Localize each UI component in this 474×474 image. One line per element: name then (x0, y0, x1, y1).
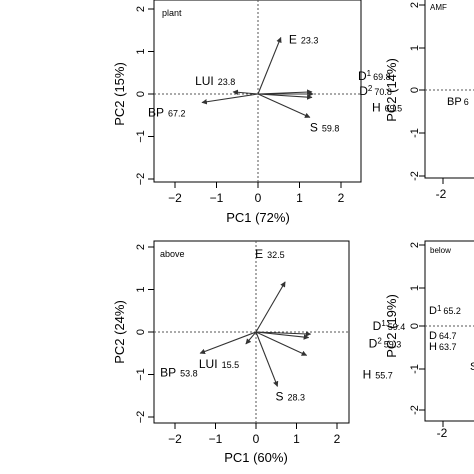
vectors: E 32.5 D1 59.4 D2 59.3 H 55.7 S 28.3 LUI 15.5BP 53.8 (154, 241, 405, 423)
y-axis-label: PC2 (24%) (112, 300, 127, 364)
vector-label: BP 67.2 (148, 106, 186, 120)
y-tick-label: −1 (135, 368, 147, 381)
y-tick-label: 0 (135, 91, 147, 97)
y-tick-label: 1 (135, 286, 147, 292)
vectors: E 23.3 D1 69.8D2 70.8 H 69.5 S 59.8 LUI 23.8 BP 67.2 (148, 0, 402, 182)
vector-label: D2 70.8 (359, 84, 392, 98)
y-tick-label: 1 (135, 48, 147, 54)
y-tick-label: 0 (409, 323, 421, 329)
y-axis-label: PC2 (19%) (384, 294, 399, 358)
x-tick-label: −1 (209, 432, 223, 446)
vector-arrow (255, 331, 312, 337)
vector-label: D2 59.3 (369, 337, 402, 351)
panel-label: above (160, 249, 185, 259)
vector-arrow (201, 93, 259, 105)
vector-label: H 55.7 (363, 367, 393, 381)
x-tick-label: −2 (168, 191, 182, 205)
vector-label: H 69.5 (372, 100, 402, 114)
plot-frame (424, 240, 474, 422)
y-tick-label: 2 (409, 242, 421, 248)
vector-label: H 63.7 (429, 341, 456, 353)
x-axis: −2 −1 0 1 2 (168, 182, 345, 205)
y-axis-label: PC2 (15%) (112, 62, 127, 126)
x-axis: −2 −1 0 1 2 (168, 423, 341, 446)
plot-frame (153, 0, 362, 183)
vector-arrow (255, 331, 308, 356)
panel-amf: AMF 2 1 0 -1 -2 -2 BP 6 PC2 (14%) (384, 0, 474, 201)
x-tick-label: 0 (253, 432, 260, 446)
vector-arrow (245, 331, 257, 345)
vector-label: D1 65.2 (429, 304, 461, 317)
y-axis: −2 −1 0 1 2 (135, 244, 154, 423)
vector-label: E 32.5 (255, 247, 285, 261)
plot-frame (424, 0, 474, 179)
y-tick-label: -1 (409, 128, 421, 138)
vector-label: BP 6 (447, 96, 469, 108)
vector-arrow (255, 331, 310, 340)
vector-arrow (199, 331, 257, 355)
y-tick-label: 2 (409, 2, 421, 8)
panel-label: plant (162, 8, 182, 18)
x-tick-label: -2 (437, 426, 448, 440)
vector-label: S (470, 361, 474, 373)
panel-below: below 2 1 0 -1 -2 -2 D1 65.2 D 64.7 H 63.7 … (384, 240, 474, 440)
y-tick-label: 0 (135, 329, 147, 335)
x-axis: -2 (436, 178, 447, 201)
y-tick-label: 0 (409, 87, 421, 93)
panel-above: above −2 −1 0 1 2 −2 −1 0 1 2 PC1 (60%) PC2 (24%… (112, 240, 405, 465)
x-tick-label: 2 (338, 191, 345, 205)
x-axis-label: PC1 (72%) (226, 210, 290, 225)
y-tick-label: 1 (409, 45, 421, 51)
panel-label: AMF (430, 3, 447, 12)
vector-label: D1 69.8 (358, 69, 391, 83)
y-tick-label: -1 (409, 364, 421, 374)
x-tick-label: −1 (210, 191, 224, 205)
vector-label: S 28.3 (275, 389, 305, 403)
x-tick-label: −2 (168, 432, 182, 446)
y-axis: 2 1 0 -1 -2 (409, 242, 425, 415)
vector-label: LUI 15.5 (199, 357, 239, 371)
y-tick-label: −1 (135, 130, 147, 143)
vector-label: BP 53.8 (160, 365, 198, 379)
y-tick-label: 2 (135, 6, 147, 12)
y-tick-label: -2 (409, 405, 421, 415)
x-tick-label: 0 (255, 191, 262, 205)
vector-arrow (257, 36, 282, 95)
x-tick-label: 1 (293, 432, 300, 446)
y-tick-label: 2 (135, 244, 147, 250)
panel-label: below (430, 246, 451, 255)
x-axis-label: PC1 (60%) (224, 450, 288, 465)
vector-label: D1 59.4 (373, 319, 406, 333)
x-tick-label: 1 (296, 191, 303, 205)
y-axis: −2 −1 0 1 2 (135, 6, 154, 185)
vector-arrow (232, 89, 259, 96)
vector-label: LUI 23.8 (195, 74, 235, 88)
vector-arrow (257, 93, 313, 100)
panel-plant: plant −2 −1 0 1 2 −2 −1 0 1 2 PC1 (72%) PC2 (15%… (112, 0, 402, 225)
y-axis-label: PC2 (14%) (384, 58, 399, 122)
vector-arrow (257, 93, 311, 118)
y-axis: 2 1 0 -1 -2 (409, 2, 425, 181)
y-tick-label: −2 (135, 173, 147, 186)
y-tick-label: −2 (135, 411, 147, 424)
vector-arrow (255, 281, 286, 333)
vector-label: S 59.8 (310, 120, 340, 134)
y-tick-label: 1 (409, 285, 421, 291)
x-axis: -2 (437, 421, 448, 440)
x-tick-label: 2 (334, 432, 341, 446)
vector-label: E 23.3 (289, 32, 319, 46)
x-tick-label: -2 (436, 187, 447, 201)
vector-arrow (255, 331, 279, 387)
y-tick-label: -2 (409, 171, 421, 181)
vector-label: D 64.7 (429, 330, 456, 342)
